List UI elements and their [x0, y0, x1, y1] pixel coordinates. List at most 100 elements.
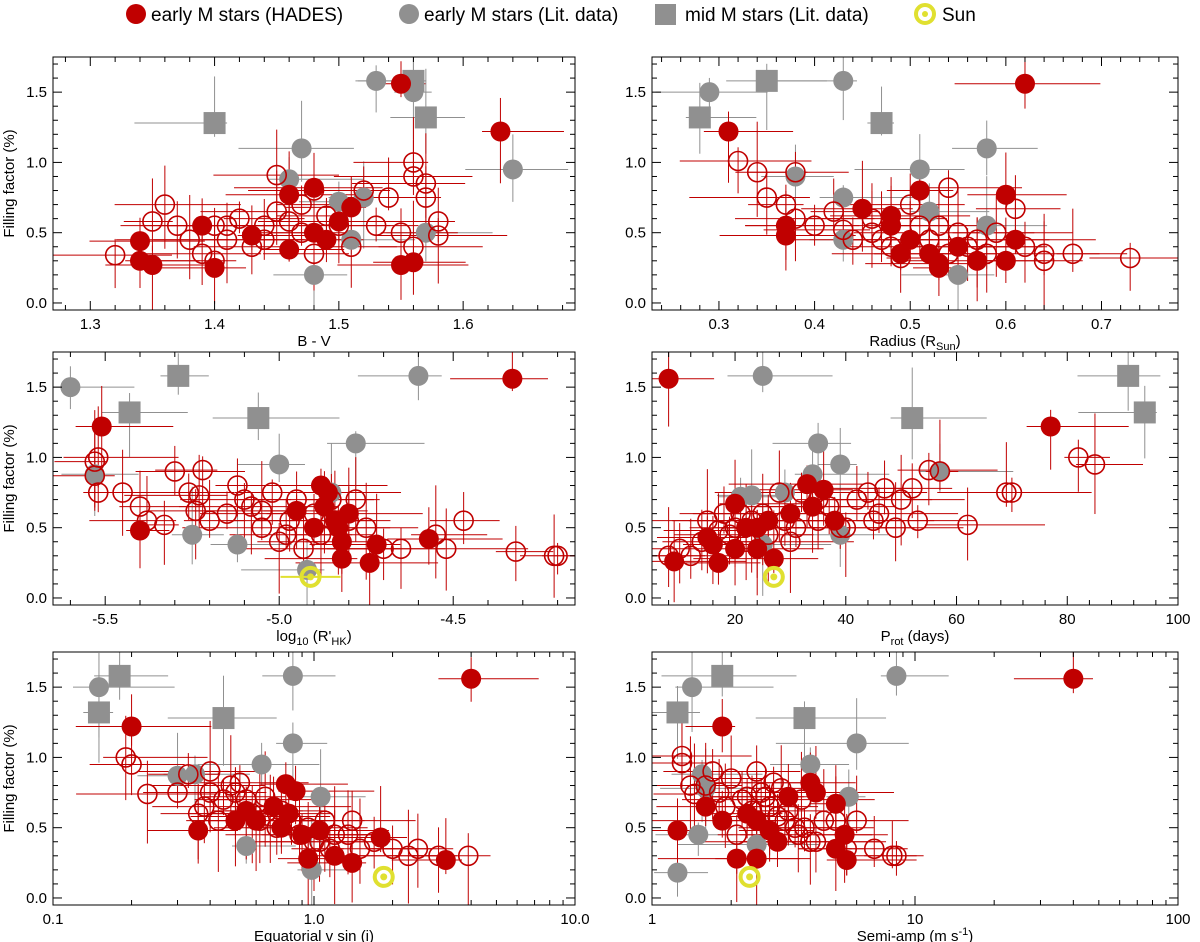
y-tick-label: 0.0 — [26, 890, 47, 907]
hades-point-filled — [246, 810, 267, 831]
hades-point-filled — [995, 250, 1016, 271]
hades-point-filled — [881, 215, 902, 236]
hades-point-open — [293, 538, 314, 560]
lit-early-point — [282, 665, 303, 686]
y-tick-label: 0.0 — [625, 890, 646, 907]
y-axis-label-vsini: Filling factor (%) — [1, 724, 18, 832]
lit-mid-point — [87, 701, 110, 724]
hades-point-filled — [366, 534, 387, 555]
hades-point-open — [813, 810, 835, 831]
hades-point-filled — [725, 493, 746, 514]
hades-point-filled — [780, 503, 801, 524]
hades-point-open — [188, 485, 210, 506]
hades-point-filled — [718, 121, 739, 142]
lit-mid-point — [755, 69, 778, 92]
hades-point-filled — [338, 503, 359, 524]
hades-point-filled — [130, 520, 150, 541]
hades-point-open — [213, 789, 234, 810]
hades-point-open — [415, 173, 437, 194]
hades-point-filled — [304, 177, 324, 198]
y-tick-label: 0.0 — [625, 295, 646, 312]
lit-early-point — [699, 82, 720, 103]
hades-point-filled — [702, 534, 723, 555]
hades-point-filled — [370, 827, 391, 848]
hades-point-filled — [708, 552, 729, 573]
y-tick-label: 0.0 — [26, 295, 47, 312]
hades-point-open — [1033, 243, 1055, 265]
hades-point-filled — [805, 782, 826, 803]
legend-lit-early-label: early M stars (Lit. data) — [424, 5, 618, 26]
sun-point — [738, 865, 761, 888]
sun-point — [762, 565, 785, 588]
lit-early-point — [800, 754, 821, 775]
hades-point-open — [863, 838, 885, 860]
legend-sun-marker — [914, 3, 936, 25]
hades-point-filled — [121, 716, 142, 737]
legend-sun-dot — [922, 11, 928, 17]
hades-point-filled — [142, 255, 163, 276]
sun-point — [372, 865, 395, 888]
hades-point-open — [918, 459, 940, 481]
hades-point-open — [684, 783, 705, 805]
lit-early-point — [746, 834, 767, 855]
x-tick-label: 0.3 — [709, 316, 730, 333]
hades-point-filled — [263, 796, 284, 817]
hades-point-open — [785, 161, 806, 183]
lit-early-point — [345, 433, 366, 454]
lit-mid-point — [1133, 401, 1156, 424]
x-tick-label: -4.5 — [440, 611, 466, 628]
hades-point-filled — [91, 416, 112, 437]
hades-point-open — [996, 482, 1017, 503]
lit-early-point — [688, 824, 709, 845]
x-tick-label: 0.7 — [1091, 316, 1112, 333]
lit-mid-point — [870, 112, 893, 135]
hades-point-open — [216, 503, 238, 524]
hades-point-filled — [304, 517, 324, 538]
hades-point-open — [275, 524, 297, 546]
x-tick-label: 20 — [727, 611, 744, 628]
x-axis-label-rhk: log10 (R'HK) — [276, 628, 351, 648]
hades-point-open — [1001, 482, 1023, 503]
hades-point-open — [874, 478, 895, 499]
hades-point-open — [365, 215, 387, 236]
hades-point-open — [154, 194, 176, 215]
lit-early-point — [909, 159, 930, 180]
y-tick-label: 0.5 — [26, 520, 47, 537]
lit-mid-point — [1117, 364, 1140, 387]
lit-mid-point — [167, 364, 190, 387]
hades-point-open — [291, 194, 312, 215]
x-tick-label: 1.4 — [204, 316, 225, 333]
hades-point-open — [846, 810, 867, 831]
plot-frame-prot — [651, 351, 1179, 606]
hades-point-filled — [763, 548, 784, 569]
lit-early-point — [60, 377, 81, 398]
hades-point-open — [1119, 247, 1141, 269]
sun-point-core — [746, 873, 754, 881]
hades-point-filled — [130, 231, 150, 252]
hades-point-filled — [802, 496, 823, 517]
sun-point-core — [770, 573, 778, 581]
lit-early-point — [310, 786, 331, 807]
hades-point-open — [708, 782, 730, 803]
hades-point-filled — [292, 824, 313, 845]
lit-early-point — [279, 169, 300, 190]
hades-point-filled — [328, 211, 349, 232]
hades-point-filled — [490, 121, 511, 142]
hades-point-open — [842, 229, 864, 251]
lit-early-point — [304, 264, 324, 285]
hades-point-open — [179, 229, 201, 251]
hades-point-open — [199, 782, 221, 803]
lit-early-point — [236, 835, 257, 856]
x-tick-label: 1.0 — [304, 911, 325, 928]
legend-lit-mid-label: mid M stars (Lit. data) — [685, 5, 869, 26]
hades-point-open — [1084, 454, 1106, 475]
hades-point-open — [1033, 250, 1055, 272]
hades-point-filled — [1063, 668, 1084, 689]
legend-hades-marker — [126, 4, 146, 24]
x-tick-label: 80 — [1059, 611, 1076, 628]
lit-mid-point — [901, 407, 924, 430]
hades-point-open — [87, 447, 109, 468]
x-tick-label: 100 — [1165, 611, 1190, 628]
hades-point-filled — [502, 368, 523, 389]
hades-point-open — [261, 482, 283, 503]
